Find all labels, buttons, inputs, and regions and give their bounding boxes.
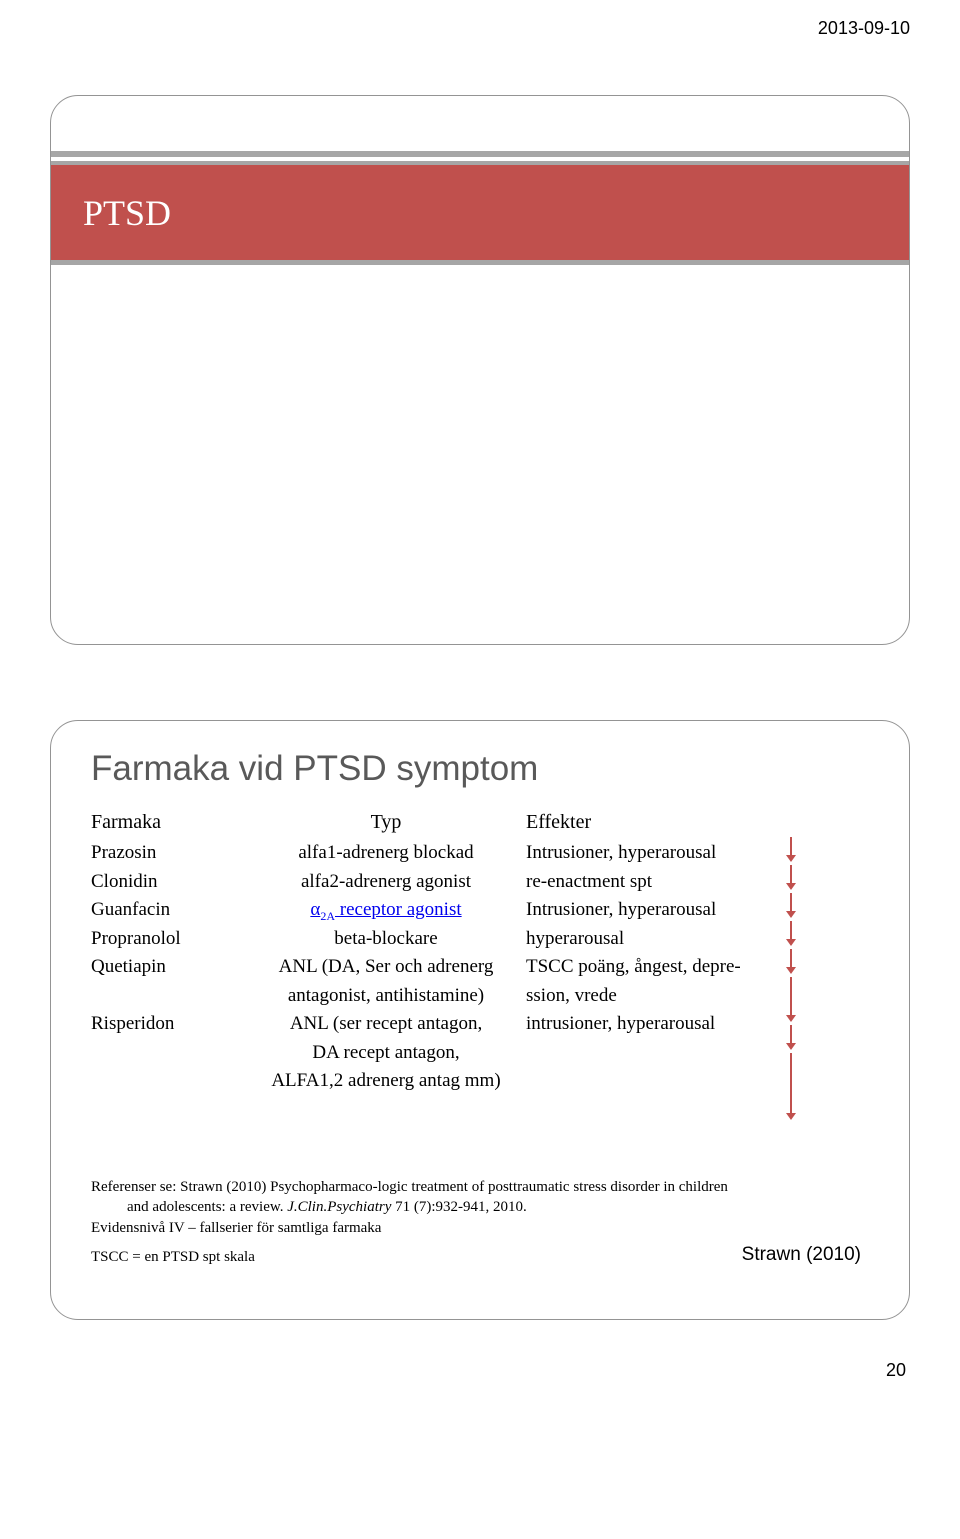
ref-line1: Referenser se: Strawn (2010) Psychopharm… — [91, 1177, 869, 1197]
band-divider — [51, 260, 909, 265]
cell-effekter: hyperarousal — [526, 925, 781, 954]
slide-ptsd: PTSD — [50, 95, 910, 645]
cell-farmaka: Clonidin — [91, 868, 246, 897]
col-typ: Typ alfa1-adrenerg blockadalfa2-adrenerg… — [246, 807, 526, 1149]
cell-typ: DA recept antagon, — [246, 1039, 526, 1068]
slide2-title: Farmaka vid PTSD symptom — [91, 749, 869, 789]
cell-effekter — [526, 1067, 781, 1096]
title-orange-band: PTSD — [51, 165, 909, 260]
references: Referenser se: Strawn (2010) Psychopharm… — [91, 1177, 869, 1238]
down-arrow-icon — [781, 835, 801, 863]
down-arrow-icon — [781, 975, 801, 1023]
hdr-typ: Typ — [246, 807, 526, 837]
down-arrow-icon — [781, 863, 801, 891]
cell-typ: ANL (DA, Ser och adrenerg — [246, 953, 526, 982]
strawn-cite: Strawn (2010) — [742, 1244, 869, 1266]
cell-farmaka: Quetiapin — [91, 953, 246, 982]
ref-line2: and adolescents: a review. J.Clin.Psychi… — [91, 1197, 869, 1217]
cell-typ: ANL (ser recept antagon, — [246, 1010, 526, 1039]
col-farmaka: Farmaka PrazosinClonidinGuanfacinPropran… — [91, 807, 246, 1149]
cell-typ: antagonist, antihistamine) — [246, 982, 526, 1011]
col-effekter: Effekter Intrusioner, hyperarousalre-ena… — [526, 807, 781, 1149]
down-arrow-icon — [781, 1023, 801, 1051]
down-arrow-icon — [781, 947, 801, 975]
down-arrow-icon — [781, 919, 801, 947]
cell-effekter: intrusioner, hyperarousal — [526, 1010, 781, 1039]
cell-farmaka: Propranolol — [91, 925, 246, 954]
ref-line3: Evidensnivå IV – fallserier för samtliga… — [91, 1218, 869, 1238]
down-arrow-icon — [781, 1051, 801, 1121]
date-header: 2013-09-10 — [818, 18, 910, 39]
cell-effekter: ssion, vrede — [526, 982, 781, 1011]
cell-effekter: Intrusioner, hyperarousal — [526, 839, 781, 868]
hdr-farmaka: Farmaka — [91, 807, 246, 837]
cell-typ: alfa1-adrenerg blockad — [246, 839, 526, 868]
hdr-effekter: Effekter — [526, 807, 781, 837]
cell-farmaka: Risperidon — [91, 1010, 246, 1039]
pharma-table: Farmaka PrazosinClonidinGuanfacinPropran… — [91, 807, 869, 1149]
cell-effekter: Intrusioner, hyperarousal — [526, 896, 781, 925]
cell-typ: α2A receptor agonist — [246, 896, 526, 925]
cell-typ: alfa2-adrenerg agonist — [246, 868, 526, 897]
cell-effekter — [526, 1039, 781, 1068]
slide1-title: PTSD — [83, 192, 171, 234]
title-band: PTSD — [51, 151, 909, 281]
cell-farmaka — [91, 1039, 246, 1068]
cell-effekter: re-enactment spt — [526, 868, 781, 897]
cell-effekter: TSCC poäng, ångest, depre- — [526, 953, 781, 982]
ref-line2a: and adolescents: a review. — [127, 1199, 287, 1215]
slide-farmaka: Farmaka vid PTSD symptom Farmaka Prazosi… — [50, 720, 910, 1320]
band-divider — [51, 151, 909, 157]
cell-farmaka: Guanfacin — [91, 896, 246, 925]
cell-farmaka — [91, 1067, 246, 1096]
ref-line2b: 71 (7):932-941, 2010. — [391, 1199, 526, 1215]
down-arrow-icon — [781, 891, 801, 919]
col-arrows — [781, 807, 831, 1149]
cell-farmaka: Prazosin — [91, 839, 246, 868]
cell-typ: ALFA1,2 adrenerg antag mm) — [246, 1067, 526, 1096]
cell-typ: beta-blockare — [246, 925, 526, 954]
ref-journal: J.Clin.Psychiatry — [287, 1199, 391, 1215]
page-number: 20 — [50, 1360, 910, 1381]
receptor-agonist-link[interactable]: α2A receptor agonist — [310, 899, 461, 920]
cell-farmaka — [91, 982, 246, 1011]
tscc-note: TSCC = en PTSD spt skala — [91, 1249, 255, 1266]
